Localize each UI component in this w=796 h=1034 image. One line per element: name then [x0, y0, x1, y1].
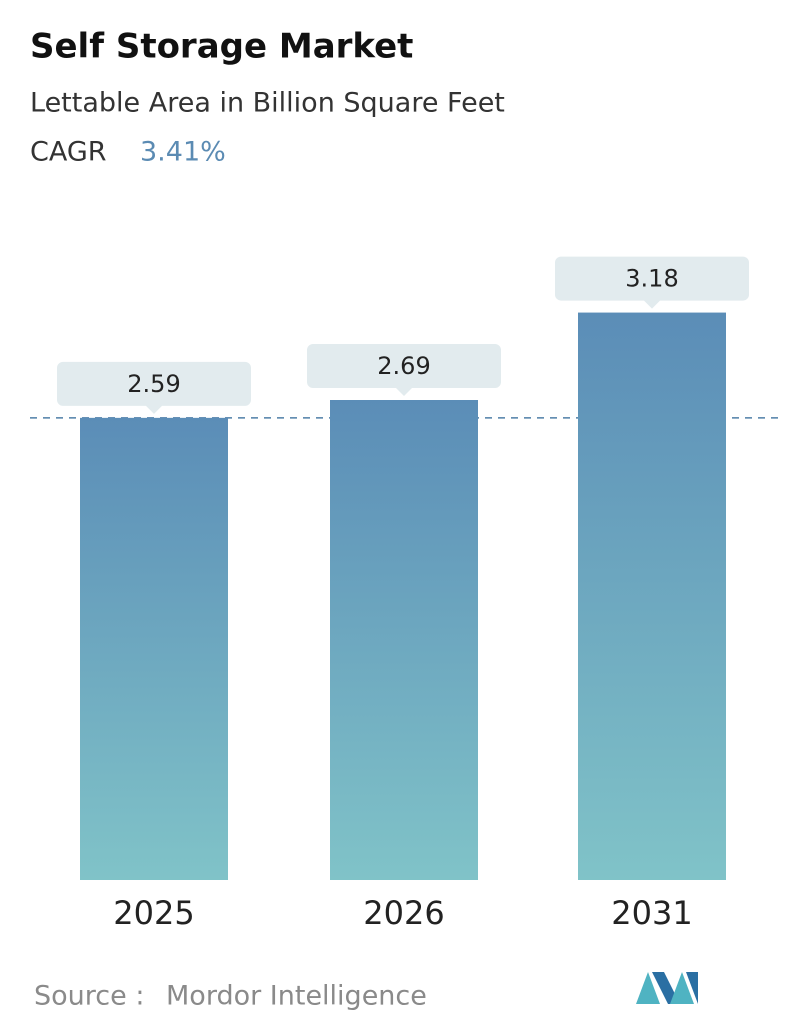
value-label: 2.59 [127, 370, 180, 398]
x-tick-label: 2025 [113, 894, 194, 932]
source-label: Source : [34, 981, 144, 1012]
x-tick-label: 2031 [611, 894, 692, 932]
cagr-label: CAGR [30, 137, 107, 168]
label-callout [307, 344, 501, 397]
source-name: Mordor Intelligence [166, 981, 427, 1012]
value-label: 3.18 [625, 265, 678, 293]
label-callout [57, 361, 252, 414]
bar [578, 312, 726, 881]
chart-subtitle: Lettable Area in Billion Square Feet [30, 88, 505, 119]
value-label: 2.69 [377, 352, 430, 380]
cagr-value: 3.41% [140, 137, 226, 168]
logo [636, 972, 698, 1004]
chart-title: Self Storage Market [30, 27, 413, 67]
bar [330, 400, 478, 880]
bar [80, 417, 228, 880]
label-callout [555, 256, 749, 309]
x-tick-label: 2026 [363, 894, 444, 932]
